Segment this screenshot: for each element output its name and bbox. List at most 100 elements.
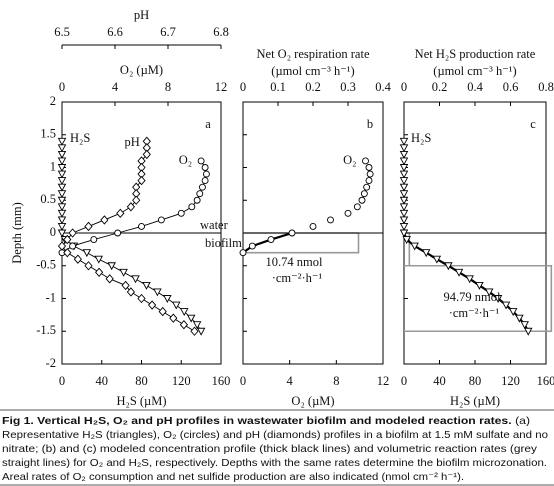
triangle-marker xyxy=(57,137,67,146)
x3-tick-label: 6.8 xyxy=(213,25,229,39)
x-tick-label: 40 xyxy=(96,374,109,388)
x-axis-title: H₂S (µM) xyxy=(116,394,166,408)
circle-marker xyxy=(201,164,209,171)
annotation: 10.74 nmol xyxy=(266,255,323,269)
x-tick-label: 12 xyxy=(377,374,390,388)
caption-text: straight lines) for O₂ and H₂S, respecti… xyxy=(2,458,547,469)
triangle-marker xyxy=(186,314,196,323)
triangle-marker xyxy=(399,203,409,212)
x-tick-label: 0 xyxy=(59,374,65,388)
x2-tick-label: 12 xyxy=(215,80,228,94)
triangle-marker xyxy=(399,229,409,238)
diamond-marker xyxy=(84,221,93,232)
diamond-marker xyxy=(121,280,130,291)
diamond-marker xyxy=(84,261,93,271)
triangle-marker xyxy=(57,229,67,238)
x2-tick-label: 0 xyxy=(401,80,407,94)
triangle-marker xyxy=(402,236,411,244)
annotation: ·cm⁻²·h⁻¹ xyxy=(449,306,500,320)
x2-axis-title: Net O₂ respiration rate xyxy=(257,47,370,61)
annotation: biofilm xyxy=(205,236,242,250)
triangle-marker xyxy=(192,321,202,330)
triangle-marker xyxy=(57,144,67,153)
circle-marker xyxy=(157,216,165,224)
panel-letter: a xyxy=(205,117,211,131)
series-label: O₂ xyxy=(343,153,356,167)
diamond-marker xyxy=(137,293,146,304)
x2-tick-label: 0.4 xyxy=(467,80,483,94)
circle-marker xyxy=(288,229,296,237)
circle-marker xyxy=(365,177,373,185)
series-label: O₂ xyxy=(179,153,192,167)
diamond-marker xyxy=(148,300,157,310)
panel-letter: c xyxy=(530,117,536,131)
triangle-marker xyxy=(399,183,409,192)
circle-marker xyxy=(90,236,98,244)
circle-marker xyxy=(197,157,205,165)
circle-marker xyxy=(201,177,209,185)
triangle-marker xyxy=(57,209,67,218)
y-tick-label: 1.5 xyxy=(40,127,56,141)
triangle-marker xyxy=(454,268,464,277)
x2-tick-label: 0.2 xyxy=(432,80,448,94)
triangle-marker xyxy=(57,177,67,186)
annotation: ·cm⁻²·h⁻¹ xyxy=(272,271,323,285)
diamond-marker xyxy=(132,195,141,205)
x-tick-label: 0 xyxy=(401,374,407,388)
caption-text: (a) xyxy=(515,416,530,427)
triangle-marker xyxy=(57,157,67,166)
caption-text: nitrate; (b) and (c) modeled concentrati… xyxy=(2,444,538,455)
triangle-marker xyxy=(399,223,409,231)
triangle-marker xyxy=(444,262,453,271)
triangle-marker xyxy=(119,268,128,277)
x2-tick-label: 0.1 xyxy=(270,80,286,94)
triangle-marker xyxy=(410,242,419,251)
triangle-marker xyxy=(399,164,409,172)
triangle-marker xyxy=(57,223,67,231)
x-tick-label: 80 xyxy=(135,374,148,388)
triangle-marker xyxy=(57,203,67,212)
triangle-marker xyxy=(163,295,172,303)
x2-tick-label: 0 xyxy=(240,80,246,94)
circle-marker xyxy=(198,183,206,191)
series-label: H₂S xyxy=(70,131,90,145)
triangle-marker xyxy=(57,216,67,225)
x2-axis-unit: (µmol cm⁻³ h⁻¹) xyxy=(271,64,354,78)
profile-line xyxy=(242,231,293,254)
diamond-marker xyxy=(142,149,151,160)
series-label: pH xyxy=(125,135,140,149)
series-label: H₂S xyxy=(411,131,431,145)
triangle-marker xyxy=(523,327,533,336)
x-tick-label: 80 xyxy=(469,374,482,388)
circle-marker xyxy=(188,203,196,211)
x3-tick-label: 6.5 xyxy=(54,25,70,39)
triangle-marker xyxy=(196,327,206,336)
diamond-marker xyxy=(126,202,135,212)
x-tick-label: 120 xyxy=(172,374,191,388)
circle-marker xyxy=(327,216,334,224)
x-tick-label: 120 xyxy=(501,374,520,388)
circle-marker xyxy=(309,222,317,230)
x2-tick-label: 0.6 xyxy=(503,80,519,94)
x2-tick-label: 8 xyxy=(165,80,171,94)
circle-marker xyxy=(193,196,201,204)
x-axis-title: O₂ (µM) xyxy=(291,394,334,408)
caption-text: Representative H₂S (triangles), O₂ (circ… xyxy=(2,430,548,441)
triangle-marker xyxy=(475,281,484,290)
triangle-marker xyxy=(493,295,503,303)
panel-letter: b xyxy=(367,117,373,131)
y-tick-label: 0.5 xyxy=(40,192,56,206)
triangle-marker xyxy=(465,275,474,284)
diamond-marker xyxy=(57,241,67,251)
circle-marker xyxy=(362,157,369,165)
y-tick-label: -2 xyxy=(46,356,56,370)
circle-marker xyxy=(366,170,374,178)
triangle-marker xyxy=(57,196,67,205)
diamond-marker xyxy=(158,306,167,317)
circle-marker xyxy=(344,209,352,217)
x-axis-title: H₂S (µM) xyxy=(450,394,500,408)
caption-title: Fig 1. Vertical H₂S, O₂ and pH profiles … xyxy=(2,416,512,427)
circle-marker xyxy=(177,209,185,217)
